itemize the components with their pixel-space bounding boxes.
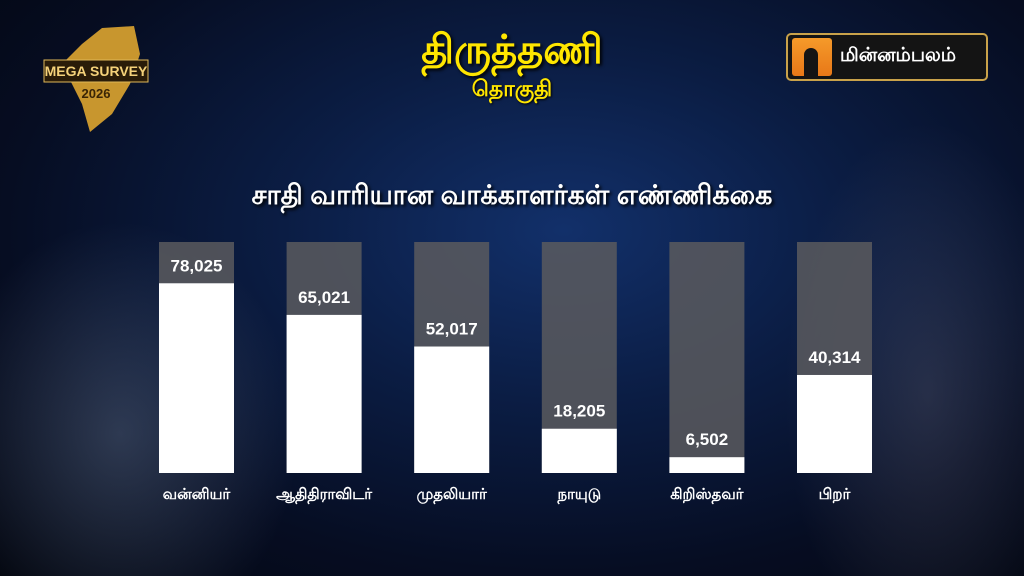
bar (797, 374, 872, 473)
bar (541, 428, 617, 473)
chart-title: சாதி வாரியான வாக்காளர்கள் எண்ணிக்கை (251, 180, 773, 210)
category-label: வன்னியர் (163, 486, 232, 503)
bar (414, 346, 490, 473)
mega-survey-logo: MEGA SURVEY 2026 (43, 26, 149, 132)
constituency-title: திருத்தணி (421, 28, 603, 72)
data-label: 40,314 (809, 348, 862, 367)
category-label: கிறிஸ்தவர் (670, 486, 744, 504)
brand-name: மின்னம்பலம் (840, 45, 957, 66)
data-label: 78,025 (171, 256, 223, 275)
category-label: முதலியார் (417, 486, 488, 504)
data-label: 52,017 (426, 320, 478, 339)
background-building (0, 220, 300, 576)
data-label: 18,205 (553, 402, 605, 421)
bar (669, 457, 745, 473)
constituency-subtitle: தொகுதி (471, 76, 553, 101)
brand-mark-icon (792, 38, 832, 76)
data-label: 65,021 (298, 288, 350, 307)
data-label: 6,502 (686, 430, 729, 449)
brand-logo: மின்னம்பலம் (786, 33, 988, 81)
category-label: நாயுடு (556, 486, 601, 504)
bar-track (669, 242, 745, 473)
bar (159, 283, 234, 473)
svg-text:MEGA SURVEY: MEGA SURVEY (45, 63, 148, 79)
svg-text:2026: 2026 (82, 86, 111, 101)
bar (286, 314, 362, 473)
category-label: ஆதிதிராவிடர் (276, 486, 373, 504)
category-label: பிறர் (819, 486, 852, 503)
